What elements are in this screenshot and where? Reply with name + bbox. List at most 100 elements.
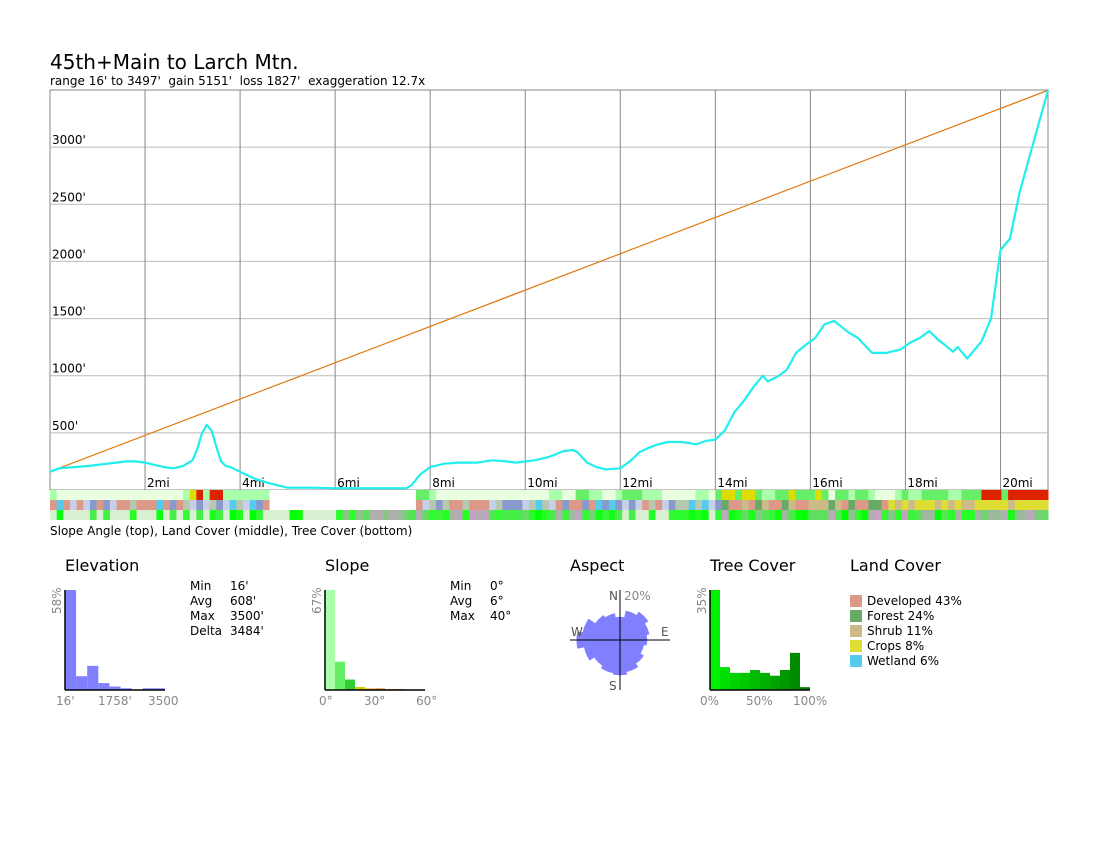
tree-cover-strip-cell — [216, 510, 224, 520]
stat-value: 0° — [490, 579, 504, 593]
tree-cover-strip-cell — [96, 510, 104, 520]
legend-label: Developed 43% — [867, 593, 962, 608]
tree-cover-strip-cell — [69, 510, 78, 520]
land-cover-strip-cell — [675, 500, 683, 510]
slope-strip-cell — [143, 490, 151, 500]
histogram-max-label: 67% — [310, 587, 324, 614]
land-cover-strip-cell — [336, 500, 344, 510]
slope-strip-cell — [389, 490, 397, 500]
land-cover-strip-cell — [316, 500, 324, 510]
land-cover-strip-cell — [116, 500, 124, 510]
slope-strip-cell — [489, 490, 497, 500]
land-cover-strip-cell — [894, 500, 903, 510]
land-cover-strip-cell — [349, 500, 357, 510]
histogram-x-label: 16' — [56, 694, 75, 708]
tree-cover-strip-cell — [994, 510, 1002, 520]
land-cover-strip-cell — [608, 500, 617, 510]
slope-strip-cell — [875, 490, 883, 500]
slope-strip-cell — [968, 490, 976, 500]
tree-cover-strip-cell — [588, 510, 597, 520]
slope-strip-cell — [176, 490, 184, 500]
slope-strip-cell — [835, 490, 843, 500]
land-cover-strip-cell — [549, 500, 557, 510]
stat-value: 16' — [230, 579, 249, 593]
slope-strip-cell — [282, 490, 291, 500]
land-cover-strip-cell — [1028, 500, 1036, 510]
land-cover-strip-cell — [1041, 500, 1049, 510]
land-cover-strip-cell — [123, 500, 131, 510]
tree-cover-strip-cell — [336, 510, 344, 520]
land-cover-strip-cell — [968, 500, 976, 510]
tree-cover-strip-cell — [522, 510, 530, 520]
land-cover-strip-cell — [1008, 500, 1016, 510]
slope-strip-cell — [429, 490, 437, 500]
x-tick-label: 6mi — [337, 476, 360, 490]
tree-cover-histogram: 35% 0% 50% 100% — [695, 587, 827, 708]
tree-cover-strip-cell — [529, 510, 537, 520]
strip-caption: Slope Angle (top), Land Cover (middle), … — [50, 524, 413, 538]
tree-cover-strip-cell — [715, 510, 723, 520]
aspect-south-label: S — [609, 679, 617, 693]
slope-strip-cell — [515, 490, 523, 500]
slope-strip-cell — [815, 490, 823, 500]
stat-label: Delta — [190, 624, 223, 638]
tree-cover-strip-cell — [888, 510, 896, 520]
slope-strip-cell — [735, 490, 743, 500]
slope-strip-cell — [222, 490, 231, 500]
legend-label: Shrub 11% — [867, 623, 933, 638]
slope-strip-cell — [63, 490, 71, 500]
land-cover-strip-cell — [176, 500, 184, 510]
histogram-bar — [780, 670, 790, 690]
slope-strip-cell — [449, 490, 457, 500]
slope-strip-cell — [209, 490, 217, 500]
land-cover-strip-cell — [908, 500, 916, 510]
histogram-x-label: 0° — [319, 694, 333, 708]
aspect-rose-chart: N S W E 20% — [570, 589, 670, 693]
slope-strip-cell — [861, 490, 869, 500]
tree-cover-strip-cell — [495, 510, 503, 520]
land-cover-strip-cell — [542, 500, 550, 510]
histogram-bar — [790, 652, 800, 690]
land-cover-strip-cell — [76, 500, 84, 510]
slope-strip-cell — [56, 490, 64, 500]
tree-cover-strip-cell — [914, 510, 923, 520]
slope-strip-cell — [535, 490, 543, 500]
land-cover-strip-cell — [495, 500, 503, 510]
land-cover-strip-cell — [934, 500, 943, 510]
land-cover-strip-cell — [748, 500, 756, 510]
land-cover-strip-cell — [954, 500, 963, 510]
slope-strip-cell — [582, 490, 590, 500]
tree-cover-strip-cell — [329, 510, 337, 520]
slope-strip-cell — [575, 490, 583, 500]
x-tick-label: 14mi — [717, 476, 747, 490]
land-cover-strip-cell — [948, 500, 956, 510]
tree-cover-strip-cell — [941, 510, 949, 520]
tree-cover-strip-cell — [242, 510, 251, 520]
slope-strip-cell — [748, 490, 756, 500]
histogram-x-label: 50% — [746, 694, 773, 708]
tree-cover-strip-cell — [741, 510, 750, 520]
slope-strip-cell — [1001, 490, 1009, 500]
land-cover-strip-cell — [376, 500, 384, 510]
tree-cover-strip-cell — [808, 510, 816, 520]
land-cover-strip-cell — [588, 500, 597, 510]
slope-strip-cell — [642, 490, 650, 500]
land-cover-strip-cell — [562, 500, 570, 510]
slope-strip-cell — [761, 490, 770, 500]
slope-strip-cell — [316, 490, 324, 500]
slope-strip-cell — [655, 490, 663, 500]
tree-cover-strip-cell — [795, 510, 803, 520]
slope-strip-cell — [908, 490, 916, 500]
elevation-histogram: 58% 16' 1758' 3500 — [50, 587, 179, 708]
tree-cover-strip-cell — [109, 510, 118, 520]
land-cover-strip-cell — [382, 500, 390, 510]
legend-item: Crops 8% — [850, 638, 962, 653]
slope-strip-cell — [1034, 490, 1042, 500]
land-cover-strip-cell — [395, 500, 404, 510]
tree-cover-strip-cell — [608, 510, 617, 520]
slope-strip-cell — [342, 490, 350, 500]
tree-cover-strip-cell — [628, 510, 636, 520]
tree-cover-strip-cell — [974, 510, 982, 520]
slope-strip-cell — [934, 490, 943, 500]
legend-label: Forest 24% — [867, 608, 935, 623]
